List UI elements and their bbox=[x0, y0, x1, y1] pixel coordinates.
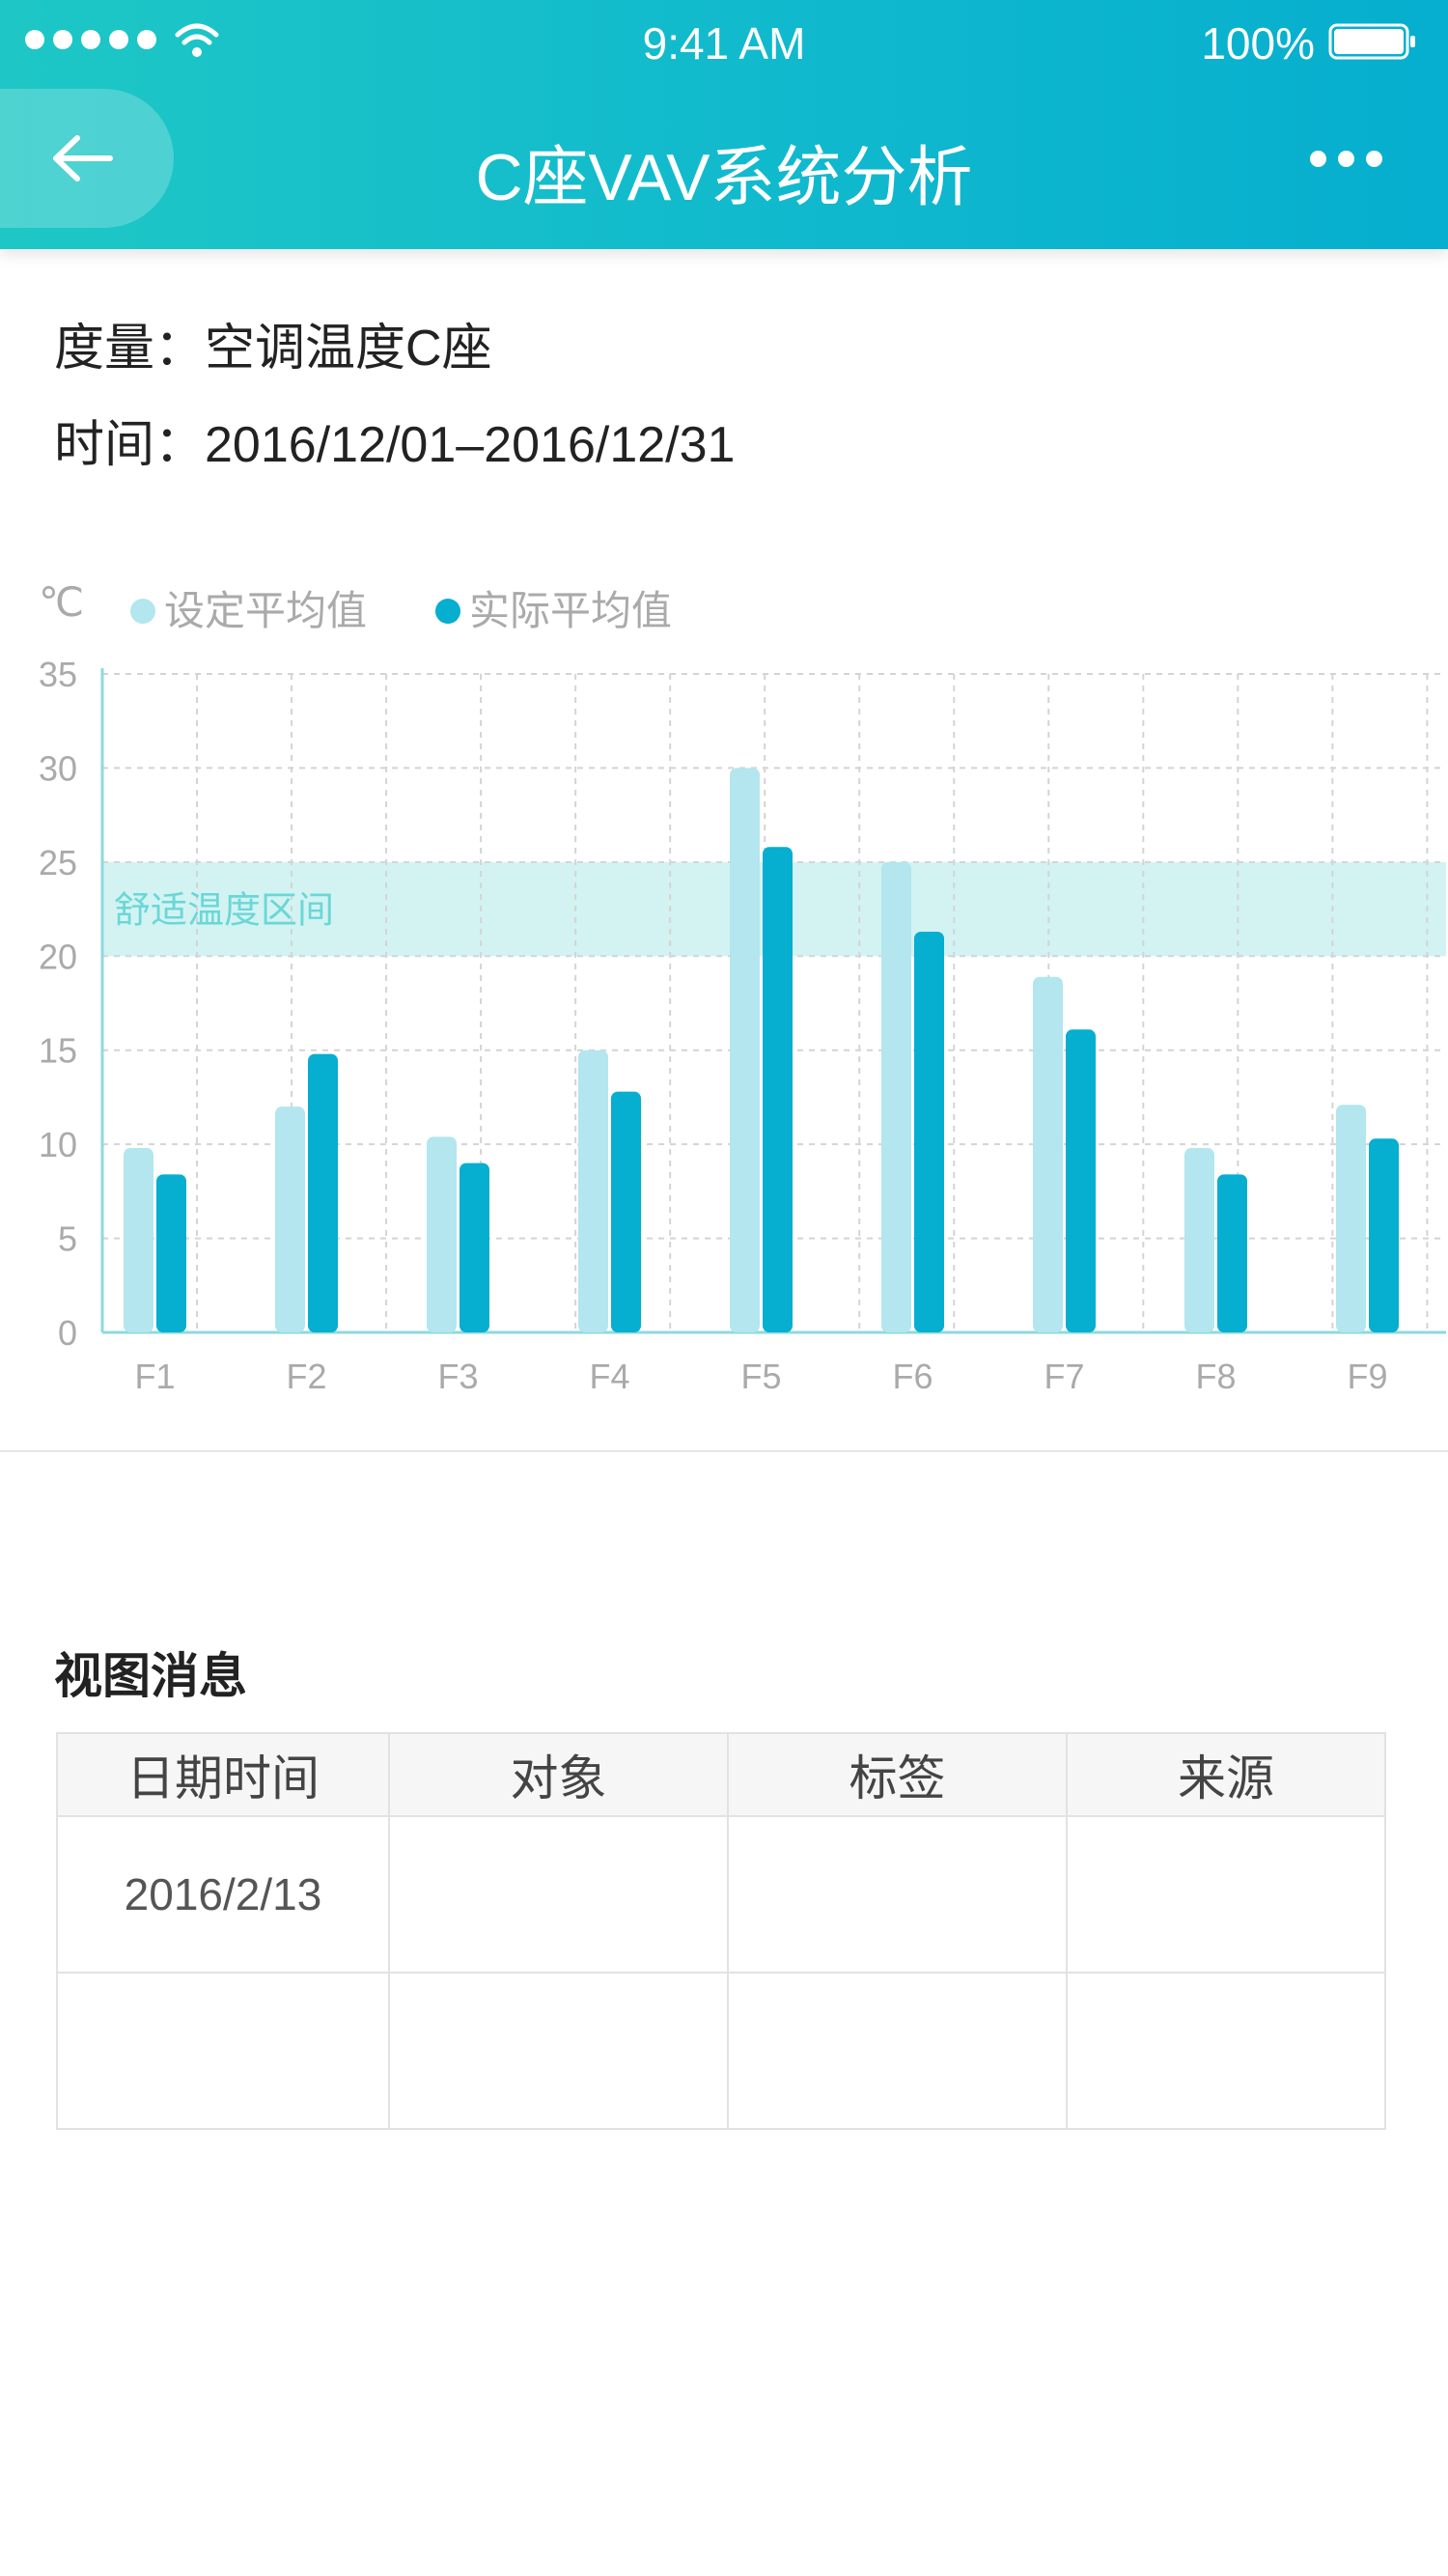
table-row[interactable] bbox=[56, 1972, 1386, 2130]
y-tick-label: 30 bbox=[39, 748, 77, 788]
legend-swatch bbox=[130, 599, 155, 624]
x-tick-label: F7 bbox=[1044, 1357, 1084, 1396]
bar-actual bbox=[763, 847, 793, 1332]
y-tick-label: 35 bbox=[39, 655, 77, 694]
column-header-object: 对象 bbox=[388, 1732, 729, 1817]
unit-label: ℃ bbox=[39, 579, 84, 625]
more-button[interactable] bbox=[1302, 143, 1390, 175]
more-dot-icon bbox=[1310, 151, 1326, 167]
bar-setpoint bbox=[578, 1050, 608, 1332]
time-value: 2016/12/01–2016/12/31 bbox=[205, 417, 736, 473]
column-header-datetime: 日期时间 bbox=[56, 1732, 390, 1817]
table-cell bbox=[388, 1815, 729, 1974]
table-header-row: 日期时间 对象 标签 来源 bbox=[56, 1732, 1386, 1817]
bar-setpoint bbox=[1033, 976, 1063, 1332]
table-cell bbox=[388, 1972, 729, 2130]
battery-percentage: 100% bbox=[1201, 18, 1315, 69]
x-tick-label: F8 bbox=[1195, 1357, 1236, 1396]
bar-setpoint bbox=[1184, 1148, 1214, 1332]
bar-setpoint bbox=[124, 1148, 153, 1332]
metric-label: 度量： bbox=[54, 321, 206, 377]
bar-setpoint bbox=[427, 1136, 457, 1332]
legend-swatch bbox=[435, 599, 460, 624]
section-divider bbox=[0, 1450, 1448, 1452]
bar-actual bbox=[308, 1053, 338, 1332]
bar-actual bbox=[611, 1091, 641, 1332]
view-messages-title: 视图消息 bbox=[54, 1649, 247, 1703]
bar-actual bbox=[1369, 1138, 1399, 1332]
y-tick-label: 25 bbox=[39, 843, 77, 882]
temperature-bar-chart: 0 5 10 15 20 25 30 35 F1 F2 F3 F4 F5 F6 F7 F8 F9 舒适温度区间 ℃ 设… bbox=[39, 579, 1446, 1396]
time-label: 时间： bbox=[54, 417, 206, 473]
y-tick-label: 15 bbox=[39, 1031, 77, 1071]
column-header-source: 来源 bbox=[1066, 1732, 1386, 1817]
bar-setpoint bbox=[881, 861, 911, 1332]
y-tick-label: 10 bbox=[39, 1125, 77, 1164]
battery-icon bbox=[1328, 23, 1415, 60]
y-tick-label: 20 bbox=[39, 937, 77, 976]
column-header-tag: 标签 bbox=[727, 1732, 1068, 1817]
more-dot-icon bbox=[1366, 151, 1382, 167]
wifi-icon bbox=[175, 23, 219, 57]
table-cell bbox=[56, 1972, 390, 2130]
app-header: 9:41 AM 100% C座VAV系统分析 bbox=[0, 0, 1448, 249]
arrow-left-icon bbox=[53, 135, 113, 182]
legend-label: 实际平均值 bbox=[469, 588, 672, 633]
table-cell bbox=[727, 1972, 1068, 2130]
status-time: 9:41 AM bbox=[642, 18, 806, 69]
y-tick-label: 5 bbox=[58, 1219, 77, 1259]
more-dot-icon bbox=[1338, 151, 1354, 167]
y-tick-label: 0 bbox=[58, 1313, 77, 1353]
bar-setpoint bbox=[275, 1106, 305, 1332]
x-tick-label: F6 bbox=[892, 1357, 933, 1396]
table-cell bbox=[1066, 1815, 1386, 1974]
table-cell bbox=[727, 1815, 1068, 1974]
table-row[interactable]: 2016/2/13 bbox=[56, 1815, 1386, 1974]
view-messages-table: 日期时间 对象 标签 来源 2016/2/13 bbox=[56, 1732, 1386, 2130]
page-title: C座VAV系统分析 bbox=[475, 141, 973, 214]
legend-label: 设定平均值 bbox=[164, 588, 367, 633]
comfort-band-label: 舒适温度区间 bbox=[114, 891, 334, 932]
bar-setpoint bbox=[730, 768, 760, 1332]
bar-setpoint bbox=[1336, 1105, 1366, 1332]
metric-info: 度量：空调温度C座 bbox=[54, 307, 492, 379]
status-bar: 9:41 AM 100% bbox=[0, 0, 1448, 85]
signal-strength-icon bbox=[25, 30, 156, 49]
x-tick-label: F9 bbox=[1347, 1357, 1387, 1396]
x-tick-label: F1 bbox=[134, 1357, 175, 1396]
bar-actual bbox=[914, 931, 944, 1332]
back-button[interactable] bbox=[0, 89, 174, 228]
time-range-info: 时间：2016/12/01–2016/12/31 bbox=[54, 404, 735, 476]
bar-actual bbox=[1217, 1174, 1247, 1332]
bar-actual bbox=[1066, 1029, 1096, 1332]
bar-actual bbox=[459, 1162, 489, 1332]
x-tick-label: F4 bbox=[589, 1357, 629, 1396]
x-tick-label: F5 bbox=[740, 1357, 781, 1396]
metric-value: 空调温度C座 bbox=[205, 321, 492, 377]
bar-actual bbox=[156, 1174, 186, 1332]
table-cell: 2016/2/13 bbox=[56, 1815, 390, 1974]
x-tick-label: F3 bbox=[437, 1357, 478, 1396]
table-cell bbox=[1066, 1972, 1386, 2130]
x-tick-label: F2 bbox=[286, 1357, 326, 1396]
